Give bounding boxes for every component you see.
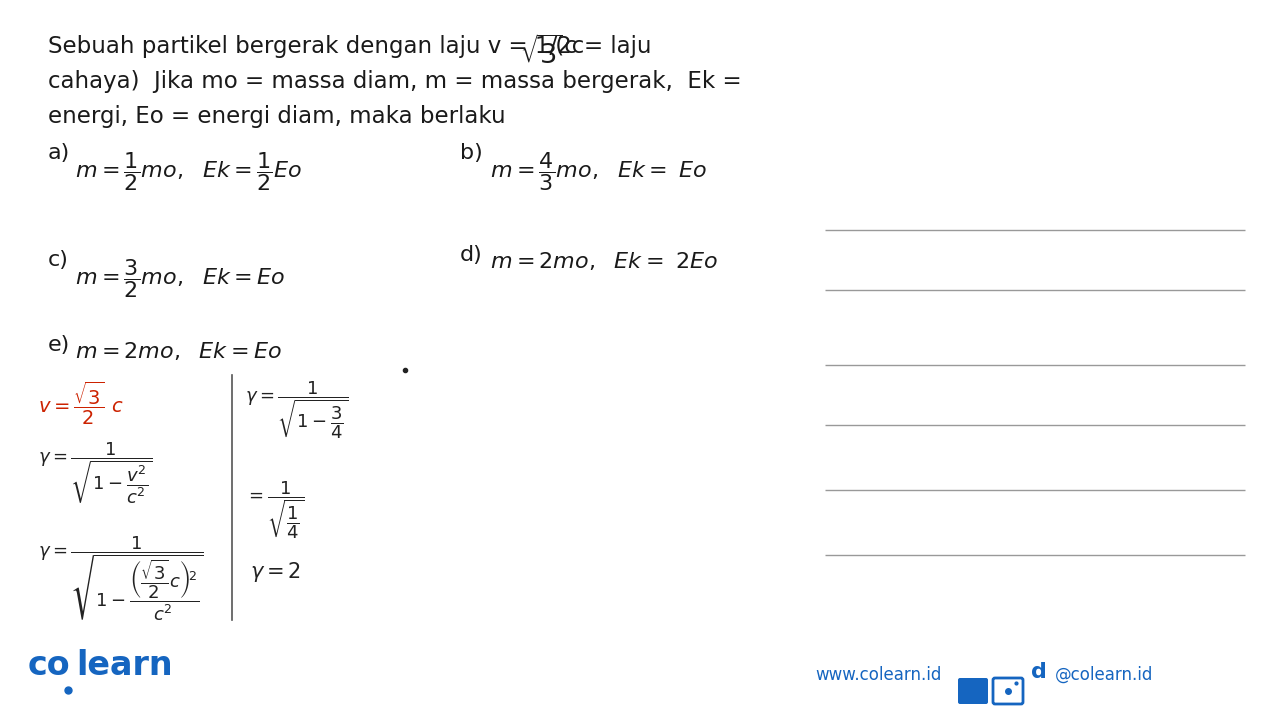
Text: $\gamma = \dfrac{1}{\sqrt{1-\dfrac{\left(\dfrac{\sqrt{3}}{2}c\right)^{\!2}}{c^2}: $\gamma = \dfrac{1}{\sqrt{1-\dfrac{\left… — [38, 535, 204, 623]
Text: learn: learn — [76, 649, 173, 682]
Text: e): e) — [49, 335, 70, 355]
Text: www.colearn.id: www.colearn.id — [815, 666, 941, 684]
Text: $m = \dfrac{4}{3}mo,\ \ Ek =\ Eo$: $m = \dfrac{4}{3}mo,\ \ Ek =\ Eo$ — [490, 150, 707, 193]
Text: $\gamma = \dfrac{1}{\sqrt{1-\dfrac{v^2}{c^2}}}$: $\gamma = \dfrac{1}{\sqrt{1-\dfrac{v^2}{… — [38, 440, 152, 505]
Text: energi, Eo = energi diam, maka berlaku: energi, Eo = energi diam, maka berlaku — [49, 105, 506, 128]
Text: c): c) — [49, 250, 69, 270]
Text: $\sqrt{3}$: $\sqrt{3}$ — [520, 35, 562, 70]
Text: d): d) — [460, 245, 483, 265]
Text: $\mathbf{d}$: $\mathbf{d}$ — [1030, 662, 1046, 682]
Text: f: f — [969, 663, 977, 682]
Text: a): a) — [49, 143, 70, 163]
Text: @colearn.id: @colearn.id — [1055, 666, 1153, 684]
Text: b): b) — [460, 143, 483, 163]
Text: $m = \dfrac{1}{2}mo,\ \ Ek = \dfrac{1}{2}Eo$: $m = \dfrac{1}{2}mo,\ \ Ek = \dfrac{1}{2… — [76, 150, 302, 193]
Text: cahaya)  Jika mo = massa diam, m = massa bergerak,  Ek =: cahaya) Jika mo = massa diam, m = massa … — [49, 70, 741, 93]
Text: Sebuah partikel bergerak dengan laju v = 1/2c: Sebuah partikel bergerak dengan laju v =… — [49, 35, 599, 58]
FancyBboxPatch shape — [957, 678, 988, 704]
Text: $= \dfrac{1}{\sqrt{\dfrac{1}{4}}}$: $= \dfrac{1}{\sqrt{\dfrac{1}{4}}}$ — [244, 480, 305, 541]
Text: $m = \dfrac{3}{2}mo,\ \ Ek = Eo$: $m = \dfrac{3}{2}mo,\ \ Ek = Eo$ — [76, 257, 285, 300]
Text: $\gamma = \dfrac{1}{\sqrt{1-\dfrac{3}{4}}}$: $\gamma = \dfrac{1}{\sqrt{1-\dfrac{3}{4}… — [244, 380, 348, 441]
Text: $m = 2mo,\ \ Ek =\ 2Eo$: $m = 2mo,\ \ Ek =\ 2Eo$ — [490, 250, 718, 272]
Text: $v = \dfrac{\sqrt{3}}{2}\ c$: $v = \dfrac{\sqrt{3}}{2}\ c$ — [38, 380, 123, 427]
Text: co: co — [28, 649, 70, 682]
Text: $m = 2mo,\ \ Ek = Eo$: $m = 2mo,\ \ Ek = Eo$ — [76, 340, 282, 362]
Text: (c = laju: (c = laju — [548, 35, 652, 58]
Text: $\gamma = 2$: $\gamma = 2$ — [250, 560, 301, 584]
